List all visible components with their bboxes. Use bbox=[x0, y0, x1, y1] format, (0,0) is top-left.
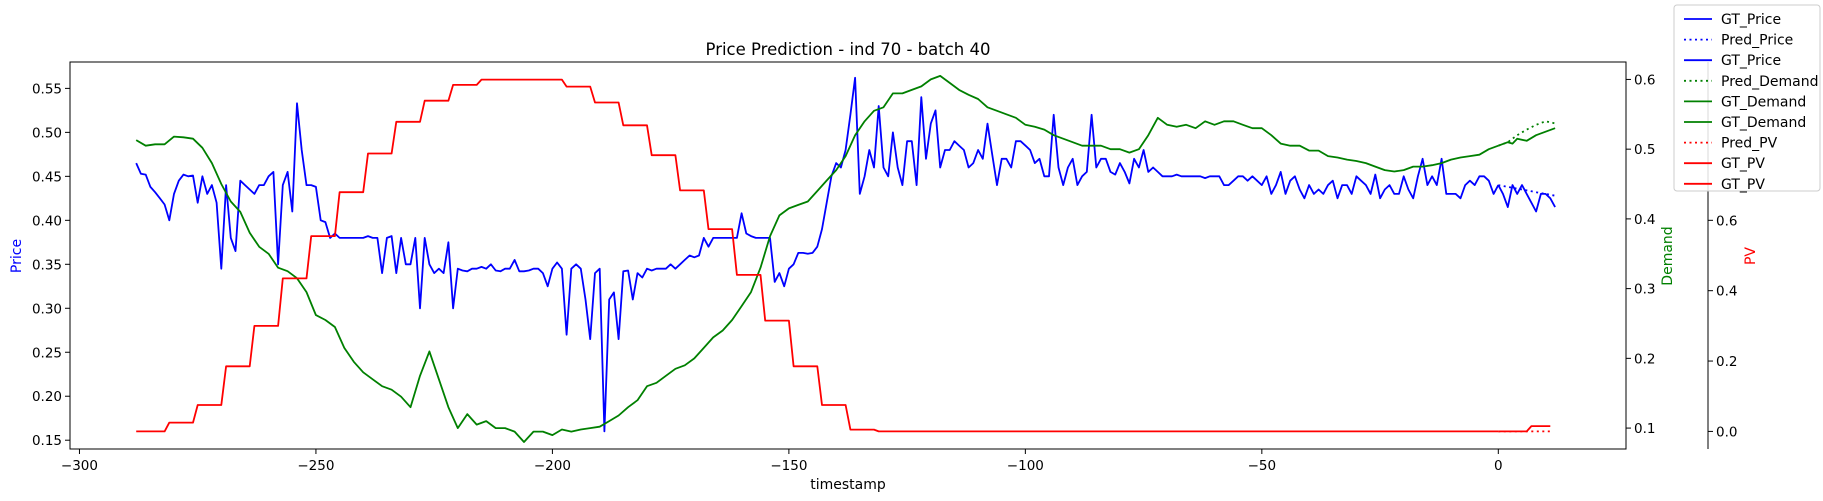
legend-label: Pred_PV bbox=[1721, 136, 1778, 152]
x-tick-label: −250 bbox=[297, 458, 334, 474]
legend-label: Pred_Demand bbox=[1721, 74, 1819, 90]
price-tick-label: 0.40 bbox=[32, 213, 62, 229]
legend-label: GT_PV bbox=[1721, 177, 1765, 193]
price-tick-label: 0.50 bbox=[32, 125, 62, 141]
pv-axis-label: PV bbox=[1743, 247, 1759, 265]
series-gt-pv bbox=[136, 78, 1499, 433]
legend-label: GT_PV bbox=[1721, 156, 1765, 172]
x-tick-label: −200 bbox=[534, 458, 571, 474]
demand-tick-label: 0.3 bbox=[1634, 282, 1655, 298]
demand-tick-label: 0.4 bbox=[1634, 212, 1655, 228]
plot-frame bbox=[69, 61, 1627, 450]
legend-box bbox=[1673, 4, 1821, 192]
demand-axis-label: Demand bbox=[1660, 226, 1676, 285]
price-tick-label: 0.35 bbox=[32, 257, 62, 273]
x-tick-label: 0 bbox=[1494, 458, 1503, 474]
x-tick-label: −150 bbox=[770, 458, 807, 474]
series-gt-demand-forecast-window bbox=[1497, 127, 1556, 147]
series-gt-price-forecast-window bbox=[1497, 184, 1556, 213]
price-tick-label: 0.45 bbox=[32, 169, 62, 185]
pv-tick-label: 0.2 bbox=[1716, 354, 1737, 370]
price-tick-label: 0.20 bbox=[32, 389, 62, 405]
price-tick-label: 0.25 bbox=[32, 345, 62, 361]
legend-label: GT_Price bbox=[1721, 12, 1781, 28]
x-axis: −300 −250 −200 −150 −100 −50 0 bbox=[61, 449, 1503, 474]
price-tick-label: 0.15 bbox=[32, 433, 62, 449]
demand-tick-label: 0.6 bbox=[1634, 72, 1655, 88]
series-layer bbox=[135, 75, 1556, 443]
series-gt-demand bbox=[135, 75, 1499, 443]
demand-axis: 0.1 0.2 0.3 0.4 0.5 0.6 bbox=[1626, 72, 1655, 437]
pv-tick-label: 0.0 bbox=[1716, 424, 1737, 440]
legend-label: GT_Demand bbox=[1721, 94, 1806, 110]
x-tick-label: −50 bbox=[1248, 458, 1277, 474]
price-axis: 0.15 0.20 0.25 0.30 0.35 0.40 0.45 0.50 0.55 bbox=[32, 81, 70, 449]
legend-label: GT_Price bbox=[1721, 53, 1781, 69]
legend-label: GT_Demand bbox=[1721, 115, 1806, 131]
x-tick-label: −300 bbox=[61, 458, 98, 474]
x-axis-label: timestamp bbox=[810, 477, 886, 493]
legend-label: Pred_Price bbox=[1721, 33, 1793, 49]
price-tick-label: 0.55 bbox=[32, 81, 62, 97]
series-gt-pv-forecast-window bbox=[1498, 425, 1551, 433]
pv-tick-label: 0.6 bbox=[1716, 213, 1737, 229]
series-gt-price bbox=[135, 76, 1500, 433]
price-axis-label: Price bbox=[9, 239, 25, 273]
series-pred-price bbox=[1498, 184, 1556, 197]
pv-tick-label: 0.4 bbox=[1716, 284, 1737, 300]
chart-title: Price Prediction - ind 70 - batch 40 bbox=[706, 40, 991, 59]
demand-tick-label: 0.2 bbox=[1634, 351, 1655, 367]
demand-tick-label: 0.1 bbox=[1634, 421, 1655, 437]
price-tick-label: 0.30 bbox=[32, 301, 62, 317]
legend: GT_Price Pred_Price GT_Price Pred_Demand GT_… bbox=[1673, 4, 1821, 193]
demand-tick-label: 0.5 bbox=[1634, 142, 1655, 158]
x-tick-label: −100 bbox=[1007, 458, 1044, 474]
